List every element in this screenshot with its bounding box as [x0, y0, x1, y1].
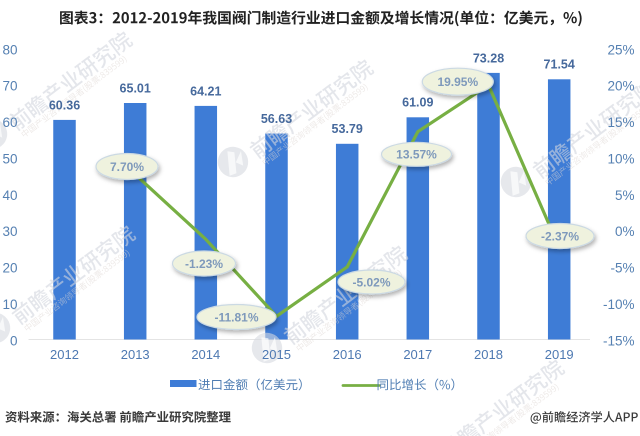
svg-text:60.36: 60.36	[49, 98, 80, 112]
svg-text:13.57%: 13.57%	[396, 148, 437, 162]
svg-text:40: 40	[2, 188, 17, 203]
svg-text:50: 50	[2, 151, 17, 166]
svg-text:56.63: 56.63	[261, 112, 292, 126]
svg-text:-11.81%: -11.81%	[214, 310, 258, 324]
svg-text:2017: 2017	[403, 347, 432, 362]
svg-text:-10%: -10%	[603, 297, 635, 312]
svg-text:15%: 15%	[607, 115, 634, 130]
svg-text:-2.37%: -2.37%	[541, 229, 579, 243]
svg-text:2019: 2019	[545, 347, 574, 362]
svg-text:61.09: 61.09	[402, 96, 433, 110]
svg-text:30: 30	[2, 224, 17, 239]
svg-text:10: 10	[2, 297, 17, 312]
svg-text:-15%: -15%	[603, 333, 635, 348]
svg-text:53.79: 53.79	[332, 122, 363, 136]
svg-text:71.54: 71.54	[544, 58, 575, 72]
svg-text:20: 20	[2, 261, 17, 276]
svg-text:64.21: 64.21	[190, 84, 221, 98]
svg-text:25%: 25%	[607, 42, 634, 57]
svg-text:10%: 10%	[607, 151, 634, 166]
svg-text:2012: 2012	[50, 347, 79, 362]
svg-text:2015: 2015	[262, 347, 291, 362]
svg-text:0%: 0%	[615, 224, 635, 239]
svg-text:20%: 20%	[607, 79, 634, 94]
svg-text:0: 0	[10, 333, 18, 348]
svg-text:2013: 2013	[121, 347, 150, 362]
svg-text:2016: 2016	[333, 347, 362, 362]
svg-text:2014: 2014	[191, 347, 220, 362]
svg-text:60: 60	[2, 115, 17, 130]
svg-text:65.01: 65.01	[120, 81, 151, 95]
svg-text:2018: 2018	[474, 347, 503, 362]
svg-text:70: 70	[2, 79, 17, 94]
svg-text:-1.23%: -1.23%	[185, 257, 223, 271]
svg-text:7.70%: 7.70%	[110, 160, 144, 174]
svg-text:80: 80	[2, 42, 17, 57]
svg-text:19.95%: 19.95%	[437, 75, 478, 89]
svg-text:5%: 5%	[615, 188, 635, 203]
svg-text:-5%: -5%	[610, 261, 634, 276]
svg-text:-5.02%: -5.02%	[352, 275, 390, 289]
svg-text:73.28: 73.28	[473, 51, 504, 65]
